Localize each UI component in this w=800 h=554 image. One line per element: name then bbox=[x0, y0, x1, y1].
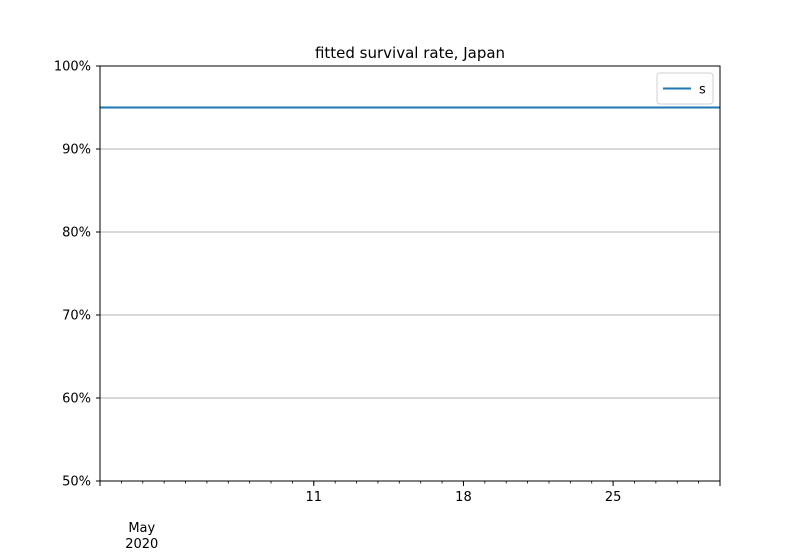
x-tick-label: 25 bbox=[605, 490, 622, 505]
y-tick-label: 80% bbox=[62, 226, 91, 241]
y-tick-label: 50% bbox=[62, 475, 91, 490]
y-tick-label: 60% bbox=[62, 392, 91, 407]
x-tick-label: 18 bbox=[455, 490, 472, 505]
legend: s bbox=[656, 72, 714, 105]
grid-layer bbox=[100, 65, 720, 482]
chart-title: fitted survival rate, Japan bbox=[315, 44, 505, 62]
legend-label: s bbox=[699, 83, 706, 98]
x-month-label: May bbox=[128, 521, 155, 536]
y-tick-label: 90% bbox=[62, 143, 91, 158]
y-tick-label: 70% bbox=[62, 309, 91, 324]
x-year-label: 2020 bbox=[125, 537, 158, 550]
y-tick-label: 100% bbox=[54, 60, 91, 75]
plot-frame bbox=[99, 65, 721, 482]
x-tick-label: 11 bbox=[306, 490, 323, 505]
